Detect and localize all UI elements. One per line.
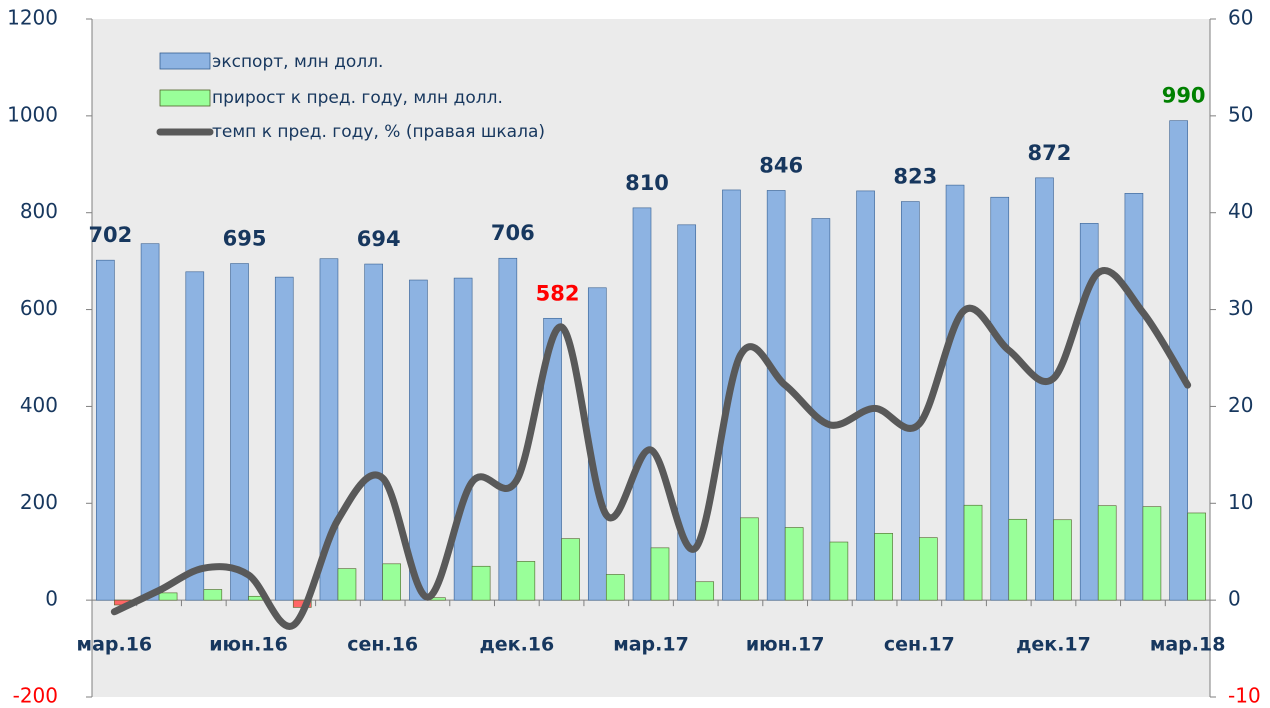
x-tick-label: сен.17 <box>884 634 955 656</box>
export-bar <box>632 207 652 601</box>
value-label: 846 <box>759 153 803 177</box>
x-tick-label: дек.16 <box>479 634 554 656</box>
export-bar <box>319 258 339 601</box>
export-bar <box>543 317 562 601</box>
growth-bar <box>203 589 223 601</box>
growth-bar <box>1187 512 1206 601</box>
y-tick-label: 400 <box>20 393 58 417</box>
export-bar <box>990 196 1010 601</box>
export-bar <box>945 184 965 601</box>
y-tick-label: 1200 <box>7 6 58 30</box>
growth-rate-line <box>110 267 1192 630</box>
growth-bar <box>874 533 893 601</box>
y-tick-label: 200 <box>20 490 58 514</box>
x-tick-label: мар.17 <box>613 634 689 656</box>
value-label: 582 <box>536 281 580 305</box>
y-tick-label: 600 <box>20 296 58 320</box>
export-bar <box>766 190 786 601</box>
legend-label: прирост к пред. году, млн долл. <box>212 88 503 108</box>
growth-bar <box>516 561 536 601</box>
legend-swatch <box>159 52 211 70</box>
legend-swatch <box>159 89 211 107</box>
growth-bar <box>829 541 849 601</box>
x-tick-label: дек.17 <box>1016 634 1091 656</box>
y-tick-label: -200 <box>13 684 58 708</box>
x-tick-label: сен.16 <box>347 634 418 656</box>
value-label: 706 <box>491 221 535 245</box>
y2-tick-label: 0 <box>1228 587 1241 611</box>
growth-bar <box>1053 519 1072 601</box>
y2-tick-label: 20 <box>1228 393 1253 417</box>
y2-tick-label: 10 <box>1228 490 1253 514</box>
growth-bar <box>605 574 625 601</box>
export-bar <box>677 224 697 601</box>
growth-bar <box>382 563 401 601</box>
growth-bar <box>695 581 715 601</box>
export-bar <box>140 243 160 601</box>
export-bar <box>453 277 473 601</box>
value-label: 810 <box>625 171 669 195</box>
growth-bar <box>1097 505 1117 601</box>
export-bar <box>230 263 249 601</box>
export-bar <box>856 190 875 601</box>
export-bar <box>498 257 518 601</box>
export-bar <box>274 276 294 601</box>
export-bar <box>1124 193 1144 601</box>
growth-bar <box>963 504 983 601</box>
export-bar <box>1079 223 1099 601</box>
growth-bar <box>158 592 178 601</box>
growth-bar <box>337 568 357 601</box>
growth-bar <box>740 517 759 601</box>
export-bar <box>185 271 205 601</box>
x-tick-label: мар.16 <box>77 634 153 656</box>
x-tick-label: июн.17 <box>746 634 825 656</box>
export-bar <box>96 259 115 601</box>
y2-tick-label: 50 <box>1228 102 1253 126</box>
y2-tick-label: -10 <box>1228 684 1261 708</box>
value-label: 694 <box>357 227 401 251</box>
growth-bar <box>1008 518 1028 601</box>
value-label: 990 <box>1162 84 1206 108</box>
x-tick-label: мар.18 <box>1150 634 1226 656</box>
export-bar <box>901 201 920 601</box>
growth-bar <box>919 537 938 601</box>
growth-bar <box>650 547 670 601</box>
export-bar <box>364 263 383 601</box>
growth-bar <box>784 527 804 601</box>
growth-bar <box>471 565 491 601</box>
value-label: 823 <box>893 165 937 189</box>
growth-bar <box>1142 506 1162 601</box>
export-bar <box>1035 177 1054 601</box>
y-tick-label: 0 <box>45 587 58 611</box>
y2-tick-label: 60 <box>1228 6 1253 30</box>
x-tick-label: июн.16 <box>209 634 288 656</box>
y2-tick-label: 30 <box>1228 296 1253 320</box>
value-label: 702 <box>88 223 132 247</box>
y-tick-label: 1000 <box>7 102 58 126</box>
value-label: 695 <box>223 227 267 251</box>
growth-bar <box>561 538 580 601</box>
export-bar <box>811 218 831 601</box>
legend-label: экспорт, млн долл. <box>212 52 383 72</box>
legend-label: темп к пред. году, % (правая шкала) <box>212 122 545 142</box>
y2-tick-label: 40 <box>1228 199 1253 223</box>
y-tick-label: 800 <box>20 199 58 223</box>
export-bar <box>409 279 428 601</box>
value-label: 872 <box>1028 141 1072 165</box>
